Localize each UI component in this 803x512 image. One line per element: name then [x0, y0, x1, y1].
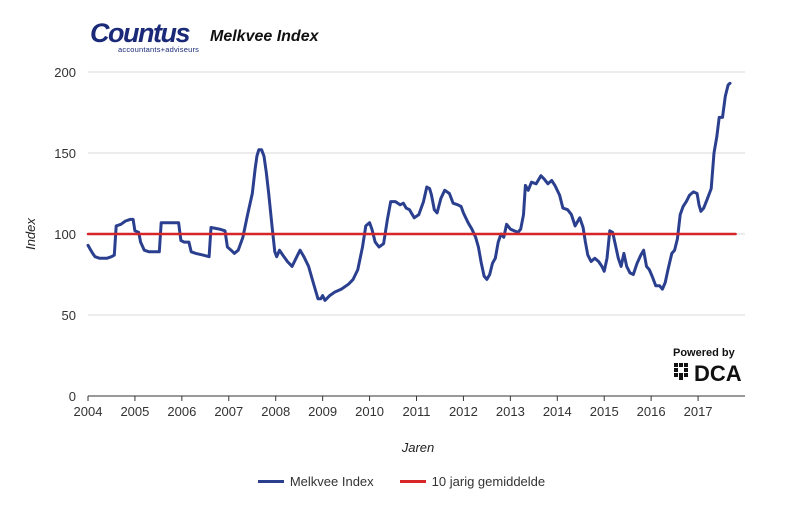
legend-label-melkvee: Melkvee Index [289, 474, 374, 489]
x-tick-label: 2007 [214, 404, 243, 419]
x-tick-label: 2014 [543, 404, 572, 419]
y-tick-labels: 0 50 100 150 200 [54, 65, 76, 404]
countus-logo-tagline: accountants+adviseurs [118, 45, 200, 54]
x-tick-labels: 2004 2005 2006 2007 2008 2009 2010 2011 2012 2013… [74, 404, 713, 419]
x-tick-label: 2010 [355, 404, 384, 419]
legend-swatch-average [399, 480, 426, 483]
series-lines [86, 81, 737, 302]
y-tick-label: 0 [69, 389, 76, 404]
x-tick-label: 2015 [590, 404, 619, 419]
x-tick-label: 2009 [308, 404, 337, 419]
countus-logo: Countus [90, 18, 190, 48]
x-tick-label: 2013 [496, 404, 525, 419]
y-tick-label: 50 [62, 308, 76, 323]
x-tick-label: 2012 [449, 404, 478, 419]
powered-by-label: Powered by [673, 347, 735, 359]
x-tick-label: 2006 [167, 404, 196, 419]
dca-logo-text: DCA [694, 361, 742, 386]
legend-swatch-melkvee [257, 480, 284, 483]
y-axis-label: Index [23, 218, 38, 250]
chart-title: Melkvee Index [210, 28, 319, 45]
series-line-melkvee-index [86, 81, 732, 302]
x-tick-label: 2016 [637, 404, 666, 419]
x-tick-label: 2004 [74, 404, 103, 419]
x-tick-label: 2011 [403, 404, 431, 419]
y-tick-label: 200 [54, 65, 76, 80]
x-tick-label: 2017 [684, 404, 713, 419]
gridlines [87, 71, 745, 401]
y-tick-label: 100 [54, 227, 76, 242]
x-tick-label: 2005 [120, 404, 149, 419]
x-tick-label: 2008 [261, 404, 290, 419]
x-axis-label: Jaren [401, 440, 435, 455]
legend-item-average[interactable]: 10 jarig gemiddelde [399, 474, 546, 489]
legend-item-melkvee[interactable]: Melkvee Index [257, 474, 374, 489]
legend: Melkvee Index 10 jarig gemiddelde [0, 474, 803, 489]
y-tick-label: 150 [54, 146, 76, 161]
legend-label-average: 10 jarig gemiddelde [431, 474, 546, 489]
dca-logo-icon [674, 363, 688, 380]
